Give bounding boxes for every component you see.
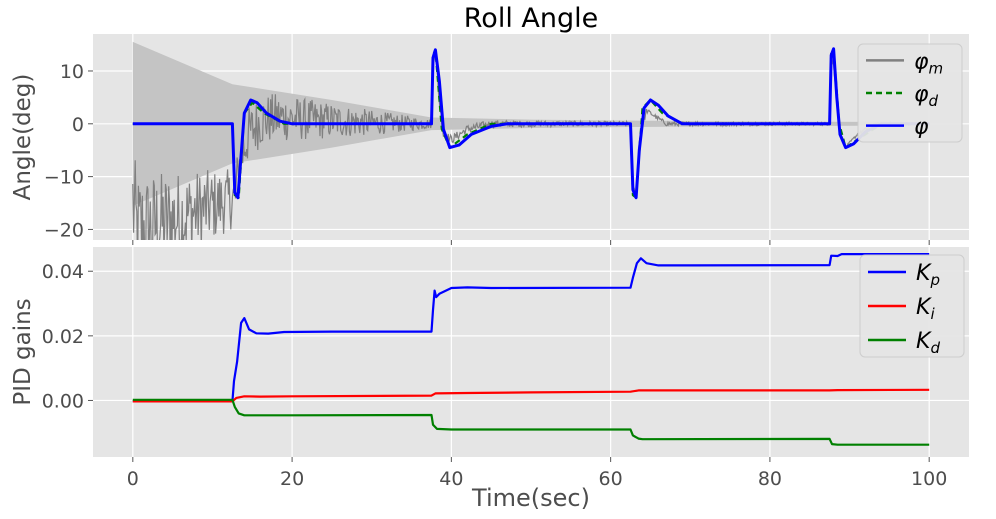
x-tick-label: 0 [127, 468, 139, 490]
x-axis-label: Time(sec) [471, 484, 590, 512]
legend-label-sub: m [929, 59, 944, 77]
legend-label-main: φ [914, 49, 929, 74]
series-group [132, 253, 930, 446]
legend-label: φd [914, 82, 939, 110]
legend-label-main: K [916, 329, 932, 354]
y-axis-label: PID gains [10, 298, 36, 405]
legend-label-sub: d [930, 339, 940, 357]
y-tick-label: −10 [44, 167, 84, 189]
legend-label-main: φ [914, 82, 929, 107]
y-tick-label: 0.00 [42, 390, 84, 412]
x-tick-label: 20 [280, 468, 304, 490]
series-group [132, 41, 930, 240]
legend-label: φm [914, 49, 943, 77]
legend-label-sub: d [929, 92, 939, 110]
y-axis-label: Angle(deg) [10, 74, 36, 201]
y-tick-label: 0 [72, 114, 84, 136]
x-tick-label: 100 [911, 468, 947, 490]
legend-label-sub: i [930, 305, 935, 323]
legend-label: Ki [916, 295, 935, 323]
legend-label: Kd [916, 329, 940, 357]
series-kd-line [132, 398, 930, 446]
legend-label-sub: p [929, 271, 940, 289]
legend-label-main: K [916, 261, 932, 286]
chart-title: Roll Angle [464, 3, 599, 34]
series-phi-line [132, 47, 930, 200]
y-tick-label: 10 [60, 61, 84, 83]
plot-area [93, 247, 969, 457]
legend-label: Kp [916, 261, 940, 289]
x-tick-label: 60 [599, 468, 623, 490]
y-tick-label: −20 [44, 219, 84, 241]
legend-box [857, 43, 963, 143]
y-tick-label: 0.02 [42, 326, 84, 348]
legend-label-main: K [916, 295, 932, 320]
series-kp-line [132, 253, 930, 403]
x-tick-label: 80 [758, 468, 782, 490]
legend-box [859, 254, 965, 358]
legend-label: φ [914, 115, 929, 140]
y-tick-label: 0.04 [42, 261, 84, 283]
legend-label-main: φ [914, 115, 929, 140]
series-ki-line [132, 388, 930, 403]
x-tick-label: 40 [439, 468, 463, 490]
